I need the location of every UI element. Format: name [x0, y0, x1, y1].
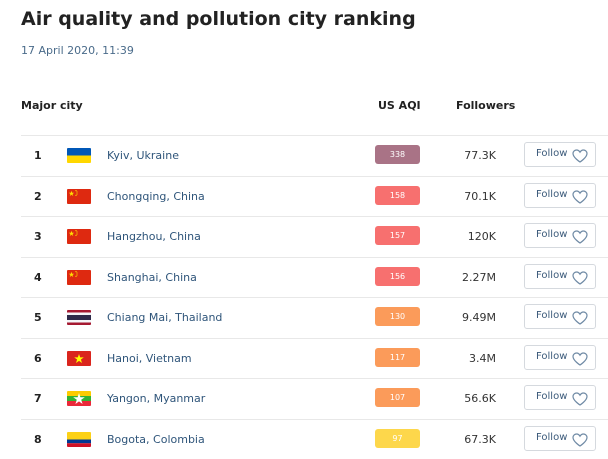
- rank-number: 1: [34, 149, 42, 162]
- follow-button[interactable]: Follow: [524, 263, 596, 289]
- table-row: 6 Hanoi, Vietnam 117 3.4M Follow: [21, 337, 608, 379]
- heart-icon: [572, 391, 588, 406]
- vietnam-flag-icon: [67, 350, 91, 366]
- table-row: 3 Hangzhou, China 157 120K Follow: [21, 216, 608, 257]
- follow-button[interactable]: Follow: [524, 223, 596, 248]
- column-header-followers: Followers: [456, 99, 516, 112]
- colombia-flag-icon: [67, 431, 91, 447]
- thailand-flag-icon: [67, 310, 91, 325]
- heart-icon: [572, 310, 588, 325]
- rank-number: 5: [34, 311, 42, 324]
- follow-button-label: Follow: [536, 431, 568, 443]
- follow-button[interactable]: Follow: [524, 425, 596, 451]
- china-flag-icon: [67, 269, 91, 285]
- heart-icon: [572, 351, 588, 366]
- china-flag-icon: [67, 229, 91, 244]
- aqi-badge: 117: [375, 347, 420, 367]
- heart-icon: [572, 148, 588, 163]
- china-flag-icon: [67, 188, 91, 204]
- aqi-badge: 157: [375, 226, 420, 245]
- rank-number: 7: [34, 392, 42, 405]
- aqi-badge: 158: [375, 185, 420, 205]
- followers-count: 56.6K: [464, 392, 496, 405]
- city-link[interactable]: Hanoi, Vietnam: [107, 351, 192, 365]
- followers-count: 77.3K: [464, 149, 496, 162]
- follow-button[interactable]: Follow: [524, 142, 596, 167]
- heart-icon: [572, 229, 588, 244]
- aqi-badge: 156: [375, 266, 420, 286]
- ranking-table: 1 Kyiv, Ukraine 338 77.3K Follow 2 Chongqing, …: [21, 135, 608, 459]
- heart-icon: [572, 270, 588, 285]
- city-link[interactable]: Hangzhou, China: [107, 230, 201, 243]
- column-header-city: Major city: [21, 99, 83, 112]
- myanmar-flag-icon: [67, 391, 91, 406]
- follow-button-label: Follow: [536, 269, 568, 281]
- followers-count: 9.49M: [462, 311, 496, 324]
- table-row: 5 Chiang Mai, Thailand 130 9.49M Follow: [21, 297, 608, 338]
- rank-number: 3: [34, 230, 42, 243]
- follow-button-label: Follow: [536, 350, 568, 362]
- heart-icon: [572, 189, 588, 204]
- followers-count: 3.4M: [469, 351, 496, 365]
- rank-number: 4: [34, 270, 42, 284]
- followers-count: 120K: [467, 230, 496, 243]
- rank-number: 6: [34, 351, 42, 365]
- follow-button-label: Follow: [536, 229, 568, 240]
- follow-button[interactable]: Follow: [524, 304, 596, 329]
- follow-button[interactable]: Follow: [524, 182, 596, 208]
- aqi-badge: 338: [375, 145, 420, 164]
- heart-icon: [572, 432, 588, 447]
- follow-button-label: Follow: [536, 188, 568, 200]
- table-row: 2 Chongqing, China 158 70.1K Follow: [21, 175, 608, 217]
- city-link[interactable]: Chongqing, China: [107, 189, 205, 203]
- aqi-badge: 97: [375, 428, 420, 448]
- last-updated-timestamp: 17 April 2020, 11:39: [21, 44, 134, 57]
- follow-button[interactable]: Follow: [524, 385, 596, 410]
- page-title: Air quality and pollution city ranking: [21, 8, 416, 30]
- table-row: 8 Bogota, Colombia 97 67.3K Follow: [21, 418, 608, 459]
- table-row: 7 Yangon, Myanmar 107 56.6K Follow: [21, 378, 608, 419]
- city-link[interactable]: Chiang Mai, Thailand: [107, 311, 223, 324]
- follow-button[interactable]: Follow: [524, 344, 596, 370]
- city-link[interactable]: Yangon, Myanmar: [107, 392, 206, 405]
- rank-number: 8: [34, 432, 42, 446]
- city-link[interactable]: Shanghai, China: [107, 270, 197, 284]
- table-row: 1 Kyiv, Ukraine 338 77.3K Follow: [21, 135, 608, 176]
- follow-button-label: Follow: [536, 148, 568, 159]
- aqi-badge: 130: [375, 307, 420, 326]
- rank-number: 2: [34, 189, 42, 203]
- follow-button-label: Follow: [536, 391, 568, 402]
- ukraine-flag-icon: [67, 148, 91, 163]
- city-link[interactable]: Kyiv, Ukraine: [107, 149, 179, 162]
- aqi-badge: 107: [375, 388, 420, 407]
- follow-button-label: Follow: [536, 310, 568, 321]
- followers-count: 2.27M: [462, 270, 496, 284]
- column-header-aqi: US AQI: [378, 99, 421, 112]
- followers-count: 67.3K: [464, 432, 496, 446]
- table-row: 4 Shanghai, China 156 2.27M Follow: [21, 256, 608, 298]
- followers-count: 70.1K: [464, 189, 496, 203]
- city-link[interactable]: Bogota, Colombia: [107, 432, 205, 446]
